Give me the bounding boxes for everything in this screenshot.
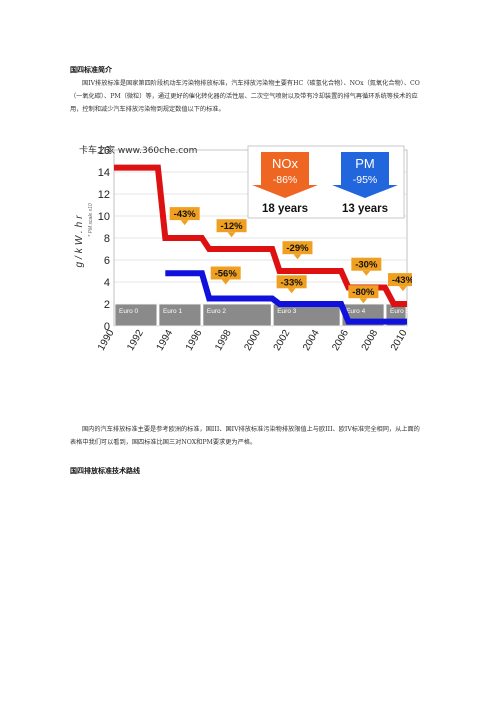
reduction-badge (387, 273, 412, 287)
intro-paragraph: 国IV排放标准是国家第四阶段机动车污染物排放标准，汽车排放污染物主要有HC（碳氢… (70, 80, 420, 113)
reduction-arrow (180, 220, 189, 226)
x-tick-label: 2006 (330, 328, 351, 352)
reduction-arrow (359, 298, 368, 304)
y-tick-label: 10 (98, 211, 110, 223)
section-heading-2: 国四排放标准技术路线 (70, 466, 140, 475)
stage-label: Euro 2 (207, 308, 227, 315)
x-tick-label: 1992 (125, 328, 146, 352)
callout-years: 13 years (342, 203, 388, 215)
reduction-badge (169, 207, 200, 221)
callout-pollutant: NOx (272, 156, 299, 171)
reduction-label: -43% (174, 209, 197, 220)
x-tick-label: 1994 (155, 328, 176, 352)
stage-band (158, 303, 202, 327)
stage-label: Euro 0 (119, 308, 139, 315)
reduction-label: -80% (352, 287, 375, 298)
reduction-badge (348, 285, 379, 299)
x-tick-label: 2002 (272, 328, 293, 352)
watermark: 卡车之家 www.360che.com (79, 146, 198, 156)
y-axis-note: * PM scale x10 (88, 203, 94, 237)
stage-label: Euro 1 (163, 308, 183, 315)
reduction-arrow (287, 288, 296, 294)
reduction-label: -43% (392, 275, 412, 286)
x-tick-label: 2004 (301, 328, 322, 352)
x-tick-label: 1996 (184, 328, 205, 352)
callout-arrow (332, 152, 398, 198)
y-tick-label: 16 (98, 145, 110, 157)
callout-change: -95% (353, 174, 378, 186)
y-axis-label: g/kW.hr (74, 212, 85, 267)
reduction-label: -30% (355, 260, 378, 271)
x-tick-label: 2010 (389, 328, 410, 352)
callout-change: -86% (273, 174, 298, 186)
y-tick-label: 14 (98, 167, 110, 179)
stage-band (202, 303, 272, 327)
y-tick-label: 6 (104, 255, 110, 267)
reduction-badge (276, 275, 307, 289)
x-tick-label: 1990 (96, 328, 117, 352)
comparison-paragraph: 国内的汽车排放标准主要是参考欧洲的标准，国III、国IV排放标准污染物排放限值上… (70, 426, 420, 446)
y-tick-label: 4 (104, 277, 110, 289)
reduction-label: -29% (286, 243, 309, 254)
x-tick-label: 2000 (242, 328, 263, 352)
reduction-arrow (293, 254, 302, 260)
emissions-chart: 0 2 4 6 8 10 12 14 16 Euro 0 Euro 1 Euro 2 Euro 3 Eur… (74, 145, 412, 352)
x-tick-label: 1998 (213, 328, 234, 352)
reduction-arrow (362, 270, 371, 276)
reduction-label: -33% (281, 277, 304, 288)
y-tick-label: 2 (104, 299, 110, 311)
callout-pollutant: PM (355, 156, 375, 171)
y-tick-label: 0 (104, 321, 110, 333)
stage-band (114, 303, 158, 327)
reduction-label: -12% (220, 221, 243, 232)
section-heading: 国四标准简介 (70, 65, 112, 74)
stage-label: Euro 4 (346, 308, 366, 315)
stage-label: Euro 5 (390, 308, 410, 315)
stage-label: Euro 3 (277, 308, 297, 315)
series-line-pm (165, 270, 407, 325)
reduction-arrow (227, 232, 236, 238)
reduction-arrow (398, 286, 407, 292)
reduction-badge (210, 266, 241, 280)
series-line-nox (114, 164, 407, 307)
callout-years: 18 years (262, 203, 308, 215)
reduction-badge (216, 219, 247, 233)
reduction-badge (282, 241, 313, 255)
reduction-arrow (221, 279, 230, 285)
reduction-badge (351, 257, 382, 271)
x-tick-label: 2008 (360, 328, 381, 352)
y-tick-label: 8 (104, 233, 110, 245)
callout-arrow (252, 152, 318, 198)
y-tick-label: 12 (98, 189, 110, 201)
reduction-label: -56% (215, 269, 238, 280)
